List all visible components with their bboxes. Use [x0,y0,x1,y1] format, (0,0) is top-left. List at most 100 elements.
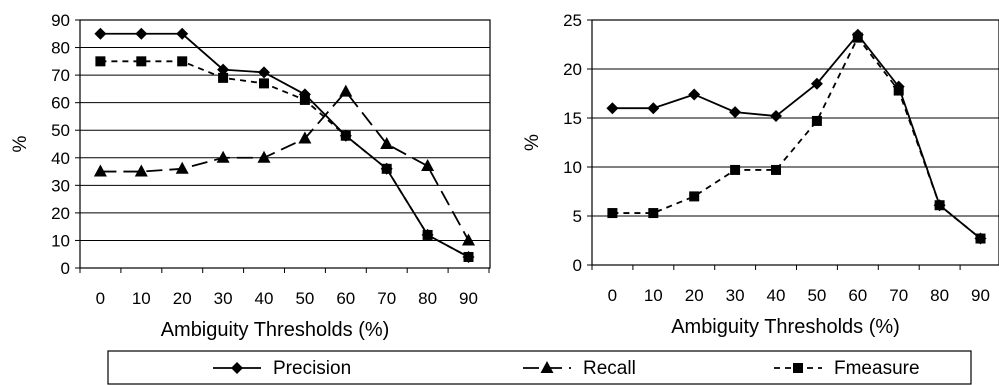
y-tick-label: 20 [51,204,70,223]
data-point-recall [298,131,312,144]
data-point-recall [134,164,148,177]
data-point-recall [216,150,230,163]
series-line-recall [100,90,470,241]
x-tick-label: 40 [255,289,274,308]
data-point-fmeasure [893,85,904,96]
data-point-fmeasure [381,163,392,174]
data-point-fmeasure [299,94,310,105]
legend: Precision Recall Fmeasure [107,350,972,385]
legend-label-fmeasure: Fmeasure [834,358,920,379]
y-tick-label: 0 [61,259,70,278]
series-line-precision [612,33,982,240]
y-tick-label: 90 [51,11,70,30]
data-point-fmeasure [730,164,741,175]
y-tick-label: 50 [51,121,70,140]
x-tick-label: 40 [767,286,786,305]
y-axis-label: % [10,135,31,152]
x-tick-label: 80 [418,289,437,308]
data-point-fmeasure [811,115,822,126]
data-point-precision [729,106,742,119]
series-line-fmeasure [612,35,982,240]
data-point-precision [176,27,189,40]
legend-marker-precision [231,362,243,374]
y-tick-label: 80 [51,39,70,58]
series-recall [93,84,475,246]
series-precision [94,27,475,263]
data-point-fmeasure [259,78,269,89]
series-precision [606,28,987,245]
legend-marker-fmeasure [793,363,803,373]
y-tick-label: 10 [563,158,582,177]
data-point-fmeasure [934,200,945,211]
x-tick-label: 90 [459,289,478,308]
y-tick-label: 40 [51,149,70,168]
y-tick-label: 10 [51,231,70,250]
data-point-fmeasure [218,72,229,83]
x-tick-label: 70 [889,286,908,305]
x-tick-label: 60 [848,286,867,305]
data-point-recall [462,233,475,246]
chart-left: 0 10 20 30 40 50 60 70 80 90 0 10 20 30 40 50 60 70 80 90 Am… [10,11,491,341]
chart-right: 0 5 10 15 20 25 0 10 20 30 40 50 60 70 80 90 Ambiguity T… [522,11,999,338]
x-tick-label: 50 [807,286,826,305]
plot-frame [591,19,999,266]
data-point-recall [339,84,353,97]
data-point-precision [688,88,701,101]
data-point-fmeasure [177,56,188,67]
legend-label-precision: Precision [273,358,351,379]
y-tick-label: 0 [573,256,582,275]
x-tick-label: 80 [930,286,949,305]
x-axis-label: Ambiguity Thresholds (%) [161,319,390,341]
series-line-fmeasure [100,60,469,258]
x-axis-label: Ambiguity Thresholds (%) [671,316,900,338]
series-line-precision [100,32,469,258]
data-point-fmeasure [422,229,433,240]
series-fmeasure [607,32,986,244]
data-point-fmeasure [340,130,351,141]
x-tick-label: 20 [173,289,192,308]
x-tick-label: 50 [295,289,314,308]
x-tick-label: 70 [377,289,396,308]
y-tick-label: 60 [51,94,70,113]
x-tick-label: 60 [336,289,355,308]
data-point-fmeasure [607,208,618,219]
y-tick-label: 70 [51,66,70,85]
x-tick-label: 30 [726,286,745,305]
series-fmeasure [95,56,474,262]
x-tick-label: 20 [685,286,704,305]
legend-marker-recall [540,361,554,373]
y-tick-label: 25 [563,11,582,30]
data-point-recall [175,161,189,174]
legend-label-recall: Recall [583,358,636,379]
y-tick-label: 15 [563,109,582,128]
y-tick-label: 20 [563,60,582,79]
data-point-recall [257,150,271,163]
data-point-fmeasure [95,56,106,67]
data-point-fmeasure [689,191,700,202]
y-tick-label: 30 [51,176,70,195]
data-point-fmeasure [463,251,474,262]
x-tick-label: 30 [214,289,233,308]
data-point-precision [258,66,270,79]
y-tick-label: 5 [573,207,582,226]
x-tick-label: 10 [644,286,663,305]
data-point-precision [770,110,782,123]
x-tick-label: 90 [971,286,990,305]
data-point-fmeasure [852,32,863,43]
data-point-recall [93,164,107,177]
data-point-recall [380,137,394,149]
data-point-fmeasure [136,56,147,67]
data-point-fmeasure [648,208,659,219]
data-point-precision [606,102,619,115]
x-tick-label: 0 [608,286,617,305]
data-point-fmeasure [771,164,781,175]
y-axis-label: % [522,134,543,151]
data-point-precision [135,27,148,40]
x-tick-label: 0 [96,289,105,308]
data-point-precision [647,102,660,115]
data-point-precision [94,27,107,40]
data-point-recall [421,159,435,172]
x-tick-label: 10 [132,289,151,308]
data-point-fmeasure [975,233,986,244]
